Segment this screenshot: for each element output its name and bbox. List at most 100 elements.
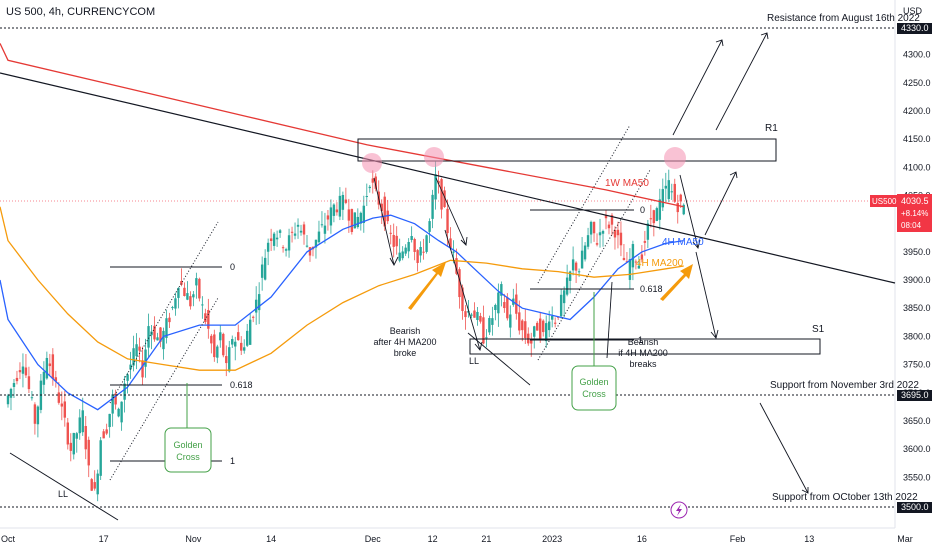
candle-body (33, 404, 37, 424)
ma-4h-200-line (0, 206, 684, 371)
tag-3500-text: 3500.0 (901, 502, 929, 512)
candle-body (580, 250, 584, 269)
y-tick-label: 3800.0 (903, 331, 931, 341)
y-tick-label: 4150.0 (903, 134, 931, 144)
candle-body (21, 366, 25, 374)
candle-body (485, 337, 488, 339)
candle-body (425, 235, 428, 252)
candle-body (162, 330, 165, 350)
candle-body (649, 218, 653, 220)
y-axis: 3500.03550.03600.03650.03700.03750.03800… (894, 0, 931, 528)
candle-body (156, 337, 159, 341)
bearish-2-line3: breaks (629, 359, 657, 369)
candle-body (637, 265, 641, 269)
candle-body (225, 356, 228, 364)
candle-body (114, 393, 117, 405)
candle-body (640, 254, 644, 260)
candle-body (243, 347, 246, 351)
candle-body (679, 194, 682, 202)
candle-body (15, 377, 19, 382)
lower-trendline (9, 452, 119, 521)
candle-body (251, 316, 255, 318)
fib-right-0618-label: 0.618 (640, 284, 663, 294)
x-tick-label: Oct (1, 534, 16, 544)
candle-body (347, 209, 351, 221)
r1-box (357, 138, 777, 162)
candle-body (144, 349, 147, 367)
y-tick-label: 4200.0 (903, 106, 931, 116)
candle-body (464, 311, 467, 318)
symbol-tag-text: US500 (872, 197, 897, 206)
x-tick-label: 13 (804, 534, 814, 544)
candle-body (437, 180, 440, 184)
bearish-1-line1: Bearish (390, 326, 421, 336)
candle-body (84, 426, 87, 450)
candle-body (266, 242, 270, 252)
golden-cross-2-line2: Cross (582, 389, 606, 399)
candle-body (234, 341, 237, 347)
candle-body (455, 258, 458, 274)
candle-body (404, 247, 407, 254)
pct-text: +8.14% (901, 209, 928, 218)
candle-body (583, 245, 587, 260)
candle-body (317, 231, 321, 243)
candle-body (290, 231, 294, 233)
candle-body (419, 247, 422, 256)
candle-body (667, 180, 670, 200)
candle-body (228, 347, 231, 372)
candle-body (338, 195, 342, 217)
candle-body (305, 245, 309, 247)
candle-body (78, 417, 81, 434)
candle-body (30, 397, 34, 399)
candle-body (186, 293, 189, 300)
candle-body (413, 239, 416, 252)
golden-cross-box-1 (164, 427, 212, 473)
candle-body (195, 278, 198, 286)
y-tick-label: 3650.0 (903, 416, 931, 426)
y-tick-label: 3850.0 (903, 303, 931, 313)
fib-left-0618-label: 0.618 (230, 380, 253, 390)
x-tick-label: 17 (99, 534, 109, 544)
candle-body (302, 224, 306, 235)
arrow-7 (695, 251, 719, 339)
candle-body (664, 185, 667, 189)
y-tick-label: 3600.0 (903, 444, 931, 454)
candle-body (553, 322, 557, 324)
candle-body (604, 215, 608, 219)
candle-body (392, 234, 395, 247)
arrow-11 (606, 281, 613, 359)
candle-body (562, 290, 566, 304)
candle-body (482, 317, 485, 344)
candle-body (497, 292, 500, 314)
candle-body (652, 210, 656, 224)
candle-body (470, 314, 473, 316)
candle-body (189, 296, 192, 307)
candle-body (93, 482, 96, 489)
candle-body (682, 204, 685, 215)
candle-body (449, 238, 452, 249)
candle-body (380, 203, 383, 212)
candle-body (90, 479, 93, 491)
candle-body (60, 403, 64, 407)
candle-body (434, 174, 437, 200)
y-tick-label: 4250.0 (903, 78, 931, 88)
candle-body (416, 250, 419, 263)
x-tick-label: 12 (428, 534, 438, 544)
candle-body (503, 302, 506, 309)
candle-body (452, 251, 455, 253)
candle-body (533, 326, 536, 337)
candle-body (168, 317, 171, 323)
candle-body (246, 330, 249, 346)
arrow-6 (679, 174, 701, 249)
candle-body (69, 442, 72, 451)
ll-label-1: LL (58, 489, 68, 499)
tag-3695-text: 3695.0 (901, 390, 929, 400)
candle-body (491, 318, 494, 325)
candle-body (45, 357, 49, 379)
orange-arrows (408, 262, 693, 310)
candle-body (42, 371, 46, 385)
candle-body (589, 221, 593, 235)
candle-body (494, 304, 497, 311)
candle-body (598, 232, 602, 236)
